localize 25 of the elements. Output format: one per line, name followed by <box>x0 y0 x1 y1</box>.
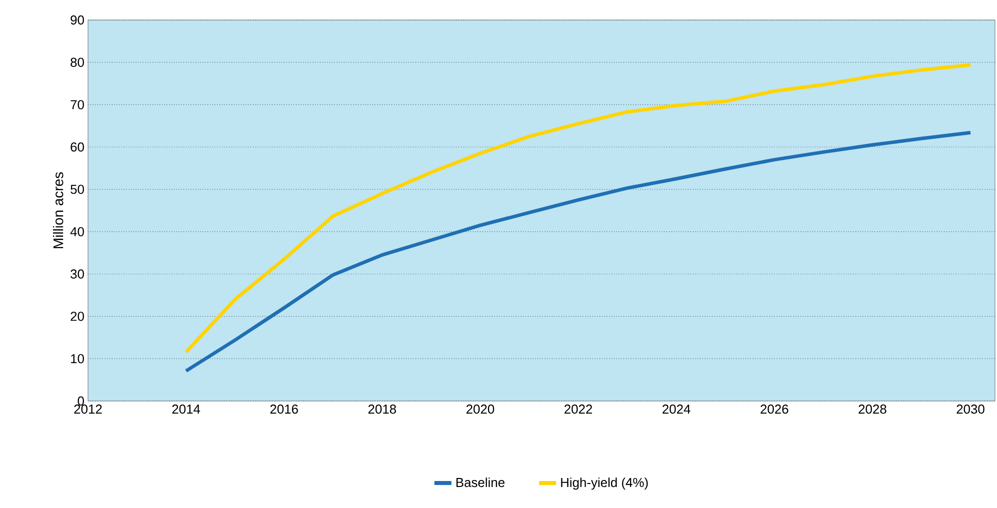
y-tick-label: 0 <box>78 396 84 406</box>
x-tick-label: 2024 <box>662 404 690 414</box>
y-tick-label: 30 <box>70 269 84 279</box>
y-tick-label: 50 <box>70 184 84 194</box>
line-series <box>184 63 972 354</box>
legend-label: Baseline <box>456 478 504 488</box>
y-tick-label: 90 <box>70 15 84 25</box>
y-tick-label: 70 <box>70 100 84 110</box>
y-tick-label: 80 <box>70 58 84 67</box>
y-axis-title: Million acres <box>52 172 64 248</box>
x-tick-label: 2028 <box>858 404 886 414</box>
line-series <box>184 130 972 373</box>
x-tick-label: 2016 <box>270 404 298 414</box>
y-tick-label: 10 <box>71 354 84 364</box>
y-tick-label: 60 <box>70 142 84 152</box>
x-tick-label: 2012 <box>74 404 102 414</box>
x-tick-label: 2018 <box>368 404 396 414</box>
x-tick-label: 2026 <box>760 404 788 414</box>
x-tick-label: 2030 <box>956 404 984 414</box>
x-tick-label: 2020 <box>466 404 494 414</box>
x-tick-label: 2022 <box>564 404 592 414</box>
y-tick-label: 40 <box>70 227 84 236</box>
legend-label: High-yield (4%) <box>561 478 648 490</box>
x-tick-label: 2014 <box>172 404 200 414</box>
y-tick-label: 20 <box>70 312 84 321</box>
